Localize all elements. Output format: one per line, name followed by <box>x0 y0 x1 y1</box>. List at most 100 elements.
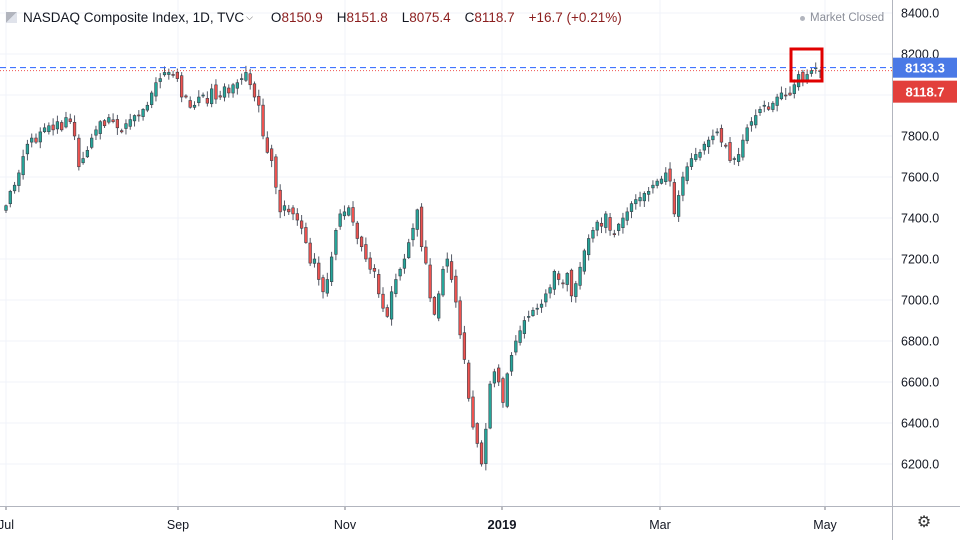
candle-body <box>188 100 192 108</box>
close-value: 8118.7 <box>474 10 515 25</box>
candle-body <box>4 205 8 211</box>
candle-body <box>638 197 642 202</box>
candle-body <box>728 142 732 161</box>
candle-body <box>111 119 115 122</box>
candle-body <box>128 119 132 127</box>
candle-body <box>402 258 407 269</box>
candle-body <box>347 207 351 216</box>
candle-body <box>68 118 72 122</box>
candle-body <box>304 227 308 243</box>
candle-body <box>604 213 608 228</box>
candle-body <box>775 96 779 106</box>
candle-body <box>244 72 248 81</box>
y-tick-label: 7800.0 <box>901 130 939 144</box>
candle-body <box>38 131 42 143</box>
candle-body <box>441 268 445 296</box>
candle-body <box>154 82 158 97</box>
candle-body <box>445 258 449 267</box>
candle-body <box>655 180 659 186</box>
candle-body <box>355 222 359 239</box>
candle-body <box>771 102 775 110</box>
candle-body <box>180 75 184 98</box>
candle-body <box>34 137 38 143</box>
candle-body <box>672 182 676 215</box>
x-tick-label: May <box>813 518 837 532</box>
last-price-tag-label: 8118.7 <box>905 85 944 100</box>
candle-body <box>578 266 582 286</box>
candle-body <box>47 125 51 133</box>
candle-body <box>30 137 34 143</box>
y-tick-label: 7600.0 <box>901 171 939 185</box>
candle-body <box>184 95 188 98</box>
candle-body <box>612 233 616 235</box>
candle-body <box>788 92 792 96</box>
candle-body <box>269 148 274 161</box>
candle-body <box>308 242 312 264</box>
y-tick-label: 6800.0 <box>901 335 939 349</box>
candle-body <box>231 84 235 94</box>
candle-body <box>574 283 578 297</box>
candle-body <box>205 98 209 104</box>
candle-body <box>659 178 664 184</box>
previous-close-tag-label: 8133.3 <box>905 61 945 76</box>
candle-body <box>385 307 389 317</box>
candle-body <box>647 191 651 195</box>
previous-close-tag <box>893 57 957 78</box>
candle-body <box>539 303 544 308</box>
candle-body <box>90 137 94 148</box>
candle-body <box>158 78 162 82</box>
candle-body <box>724 144 728 147</box>
market-status-text: Market Closed <box>810 12 885 24</box>
candle-body <box>766 106 771 110</box>
candle-body <box>351 207 355 223</box>
symbol-title[interactable]: NASDAQ Composite Index, 1D, TVC <box>23 10 245 25</box>
candle-body <box>342 211 347 217</box>
candle-body <box>518 330 522 343</box>
candle-body <box>334 230 338 255</box>
candle-body <box>531 309 535 316</box>
candle-body <box>527 316 531 318</box>
candle-body <box>634 199 638 205</box>
candle-body <box>85 150 90 158</box>
candle-body <box>437 293 441 319</box>
y-tick-label: 7200.0 <box>901 253 939 267</box>
candle-body <box>415 209 419 230</box>
candle-body <box>497 367 501 383</box>
candle-body <box>492 371 497 384</box>
candle-body <box>471 396 475 428</box>
candle-body <box>167 72 171 75</box>
candle-body <box>664 172 668 182</box>
candle-body <box>12 184 17 192</box>
candle-body <box>222 86 227 98</box>
candle-body <box>591 230 595 239</box>
candle-body <box>278 189 282 213</box>
candle-body <box>676 195 681 217</box>
candle-body <box>702 143 706 151</box>
gear-icon[interactable]: ⚙ <box>916 514 932 531</box>
chevron-down-icon[interactable]: ⌵ <box>246 12 253 22</box>
candle-body <box>132 115 137 122</box>
candle-body <box>201 94 205 97</box>
market-status: Market Closed <box>800 12 884 24</box>
candle-body <box>741 139 745 158</box>
x-tick-label: Jul <box>0 518 14 532</box>
highlight-box <box>789 47 824 83</box>
candle-body <box>535 307 539 310</box>
candle-body <box>120 130 124 133</box>
candle-body <box>98 121 102 134</box>
candle-body <box>565 273 569 285</box>
y-tick-label: 6600.0 <box>901 376 939 390</box>
candle-body <box>325 279 329 294</box>
x-tick-label: Nov <box>334 518 357 532</box>
candle-body <box>809 70 814 74</box>
candle-body <box>505 373 509 407</box>
candle-body <box>25 143 30 155</box>
candle-body <box>467 362 471 399</box>
candle-body <box>377 274 381 295</box>
candle-body <box>21 156 25 176</box>
candle-body <box>462 332 467 360</box>
candle-body <box>488 383 492 429</box>
candle-body <box>419 206 424 248</box>
candle-body <box>736 154 741 162</box>
